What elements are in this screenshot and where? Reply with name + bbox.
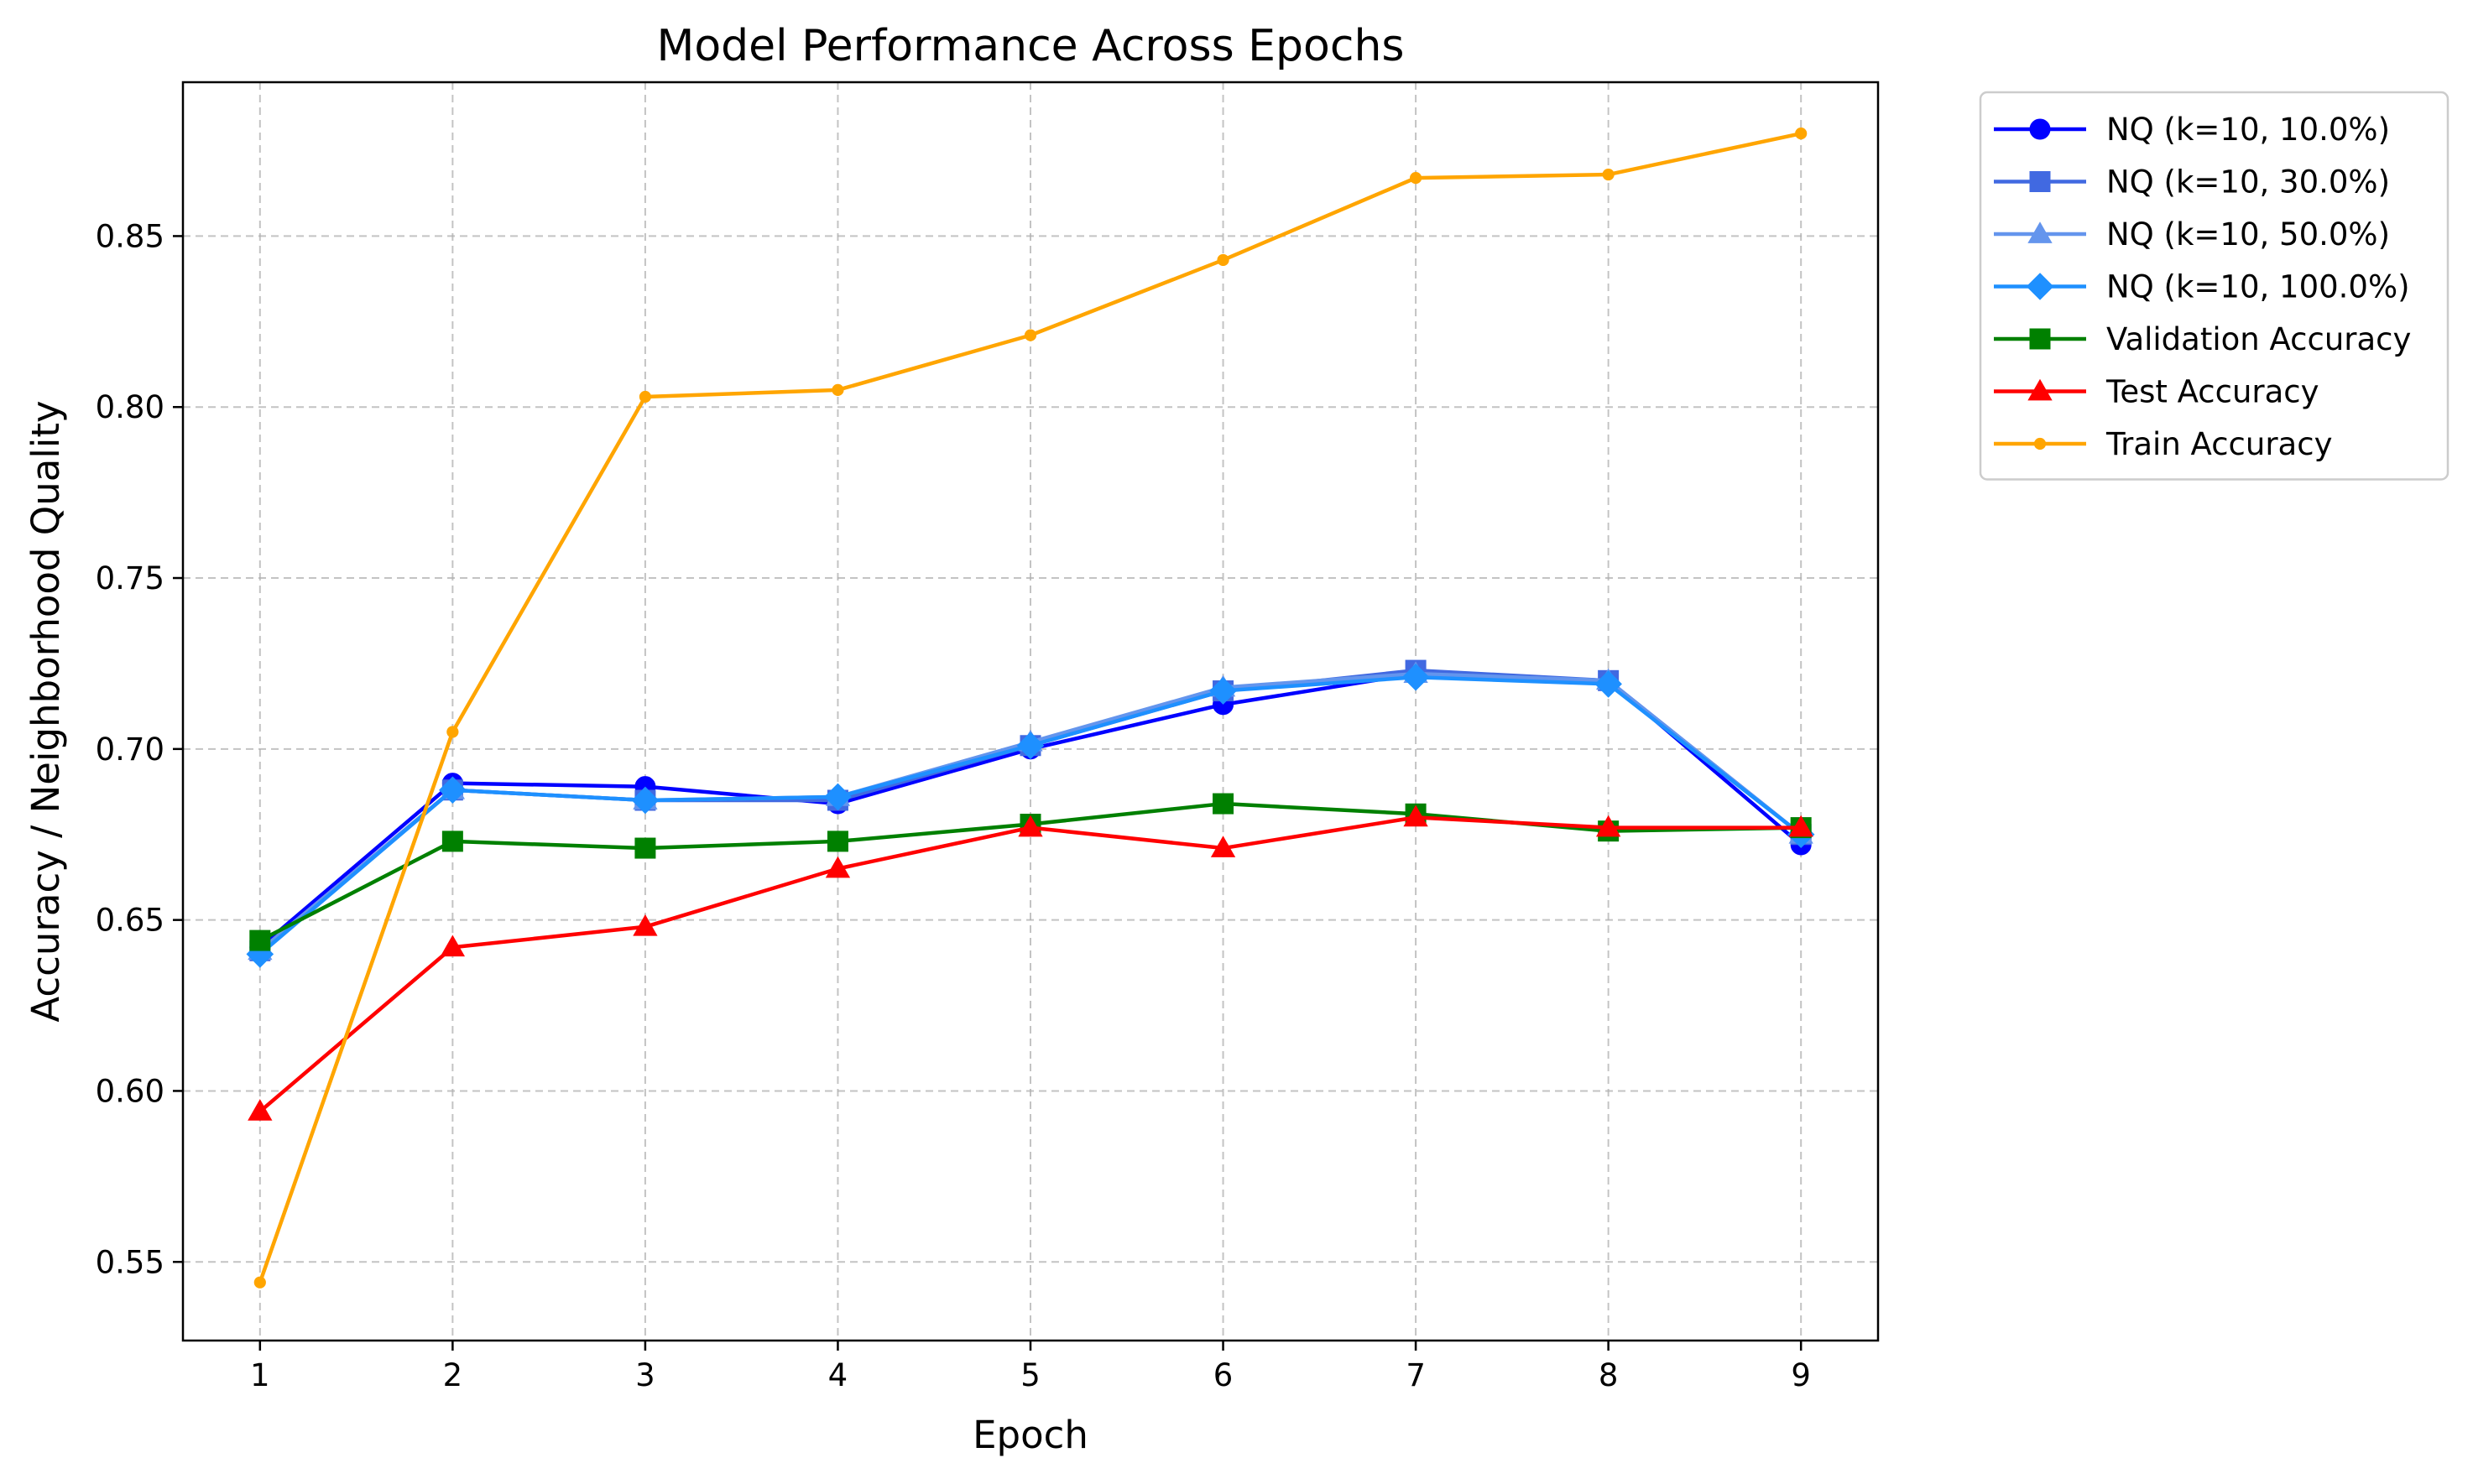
data-point-marker	[1209, 677, 1237, 705]
legend-item: NQ (k=10, 10.0%)	[1994, 112, 2390, 148]
chart-title: Model Performance Across Epochs	[656, 21, 1404, 71]
data-point-marker	[1595, 815, 1621, 837]
legend-label: Test Accuracy	[2105, 374, 2319, 410]
data-point-marker	[1795, 128, 1808, 140]
data-point-marker	[639, 390, 652, 404]
x-tick-label: 2	[443, 1357, 463, 1393]
data-point-marker	[1210, 836, 1236, 857]
legend-box	[1979, 91, 2450, 481]
x-tick-label: 1	[250, 1357, 270, 1393]
legend-label: Train Accuracy	[2105, 426, 2332, 462]
x-tick-label: 4	[828, 1357, 848, 1393]
y-tick-label: 0.60	[96, 1073, 164, 1109]
ticks: 1 2 3 4 5 6 7 8 9 0.55 0.60 0.65 0.70 0.75 0.80 0.85	[96, 218, 1811, 1393]
data-point-marker	[1409, 172, 1422, 185]
data-point-marker	[1024, 329, 1037, 341]
y-tick-label: 0.65	[96, 903, 164, 939]
x-tick-label: 7	[1406, 1357, 1426, 1393]
legend-item: Test Accuracy	[1994, 374, 2319, 410]
data-point-marker	[2027, 378, 2053, 401]
data-point-marker	[2029, 171, 2051, 192]
data-point-marker	[633, 914, 658, 936]
series-group	[253, 128, 1808, 1289]
x-tick-label: 3	[635, 1357, 655, 1393]
legend-label: NQ (k=10, 10.0%)	[2106, 112, 2390, 148]
legend-label: NQ (k=10, 100.0%)	[2106, 269, 2410, 305]
y-axis-label: Accuracy / Neighborhood Quality	[23, 400, 68, 1022]
data-point-marker	[824, 783, 852, 811]
data-point-marker	[2029, 328, 2051, 350]
data-point-marker	[440, 935, 466, 957]
legend-item: NQ (k=10, 30.0%)	[1994, 164, 2390, 200]
series-layer	[246, 128, 1815, 1289]
series-group	[248, 804, 1813, 1121]
legend-item: NQ (k=10, 100.0%)	[1994, 269, 2410, 305]
data-point-marker	[825, 856, 851, 878]
data-point-marker	[1016, 732, 1045, 760]
data-point-marker	[439, 776, 467, 804]
x-tick-label: 8	[1599, 1357, 1619, 1393]
data-point-marker	[1594, 670, 1622, 698]
data-point-marker	[441, 831, 463, 852]
data-point-marker	[1018, 815, 1043, 837]
legend: NQ (k=10, 10.0%) NQ (k=10, 30.0%) NQ (k=10…	[1979, 91, 2450, 481]
data-point-marker	[1401, 663, 1430, 691]
y-tick-label: 0.75	[96, 560, 164, 596]
legend-label: Validation Accuracy	[2106, 321, 2411, 357]
x-tick-label: 9	[1791, 1357, 1811, 1393]
data-point-marker	[2029, 118, 2051, 140]
data-point-marker	[1403, 804, 1428, 827]
legend-item: Train Accuracy	[1994, 426, 2332, 462]
data-point-marker	[1217, 253, 1229, 267]
data-point-marker	[832, 383, 844, 396]
data-point-marker	[631, 786, 660, 815]
x-tick-label: 5	[1020, 1357, 1041, 1393]
legend-item: NQ (k=10, 50.0%)	[1994, 216, 2390, 253]
legend-label: NQ (k=10, 30.0%)	[2106, 164, 2390, 200]
y-tick-label: 0.80	[96, 389, 164, 425]
legend-item: Validation Accuracy	[1994, 321, 2411, 357]
x-axis-label: Epoch	[973, 1413, 1088, 1457]
data-point-marker	[248, 1099, 273, 1121]
data-point-marker	[446, 726, 459, 738]
data-point-marker	[2026, 273, 2054, 300]
x-tick-label: 6	[1213, 1357, 1234, 1393]
data-point-marker	[1213, 793, 1234, 815]
data-point-marker	[1602, 168, 1615, 181]
data-point-marker	[827, 831, 848, 852]
data-point-marker	[2027, 221, 2053, 243]
y-tick-label: 0.55	[96, 1244, 164, 1280]
legend-label: NQ (k=10, 50.0%)	[2106, 216, 2390, 253]
y-tick-label: 0.70	[96, 732, 164, 768]
data-point-marker	[2033, 437, 2047, 450]
data-point-marker	[634, 837, 656, 859]
data-point-marker	[1788, 815, 1813, 837]
data-point-marker	[249, 929, 271, 951]
data-point-marker	[253, 1276, 266, 1289]
y-tick-label: 0.85	[96, 218, 164, 254]
